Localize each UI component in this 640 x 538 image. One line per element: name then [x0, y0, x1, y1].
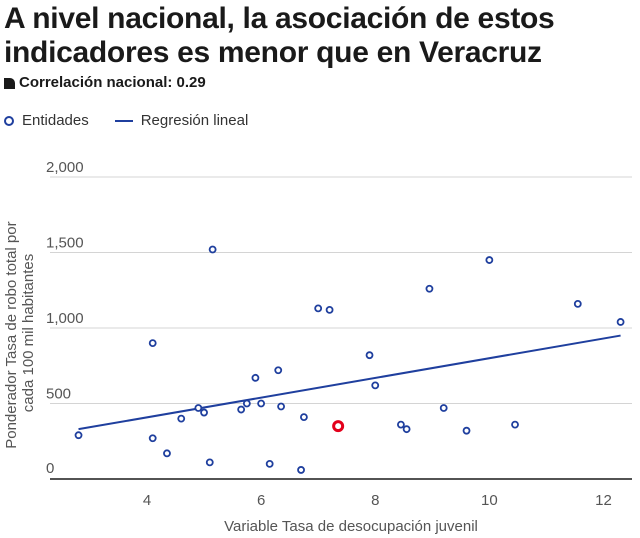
data-point [265, 459, 274, 468]
data-point [163, 449, 171, 458]
highlight-point-veracruz [332, 420, 345, 433]
data-point [148, 434, 157, 443]
grid-lines [50, 176, 632, 404]
x-axis-title: Variable Tasa de desocupación juvenil [224, 518, 478, 535]
data-point [300, 413, 308, 421]
data-point [200, 408, 208, 417]
subtitle-marker-icon [4, 77, 15, 89]
data-point [439, 404, 448, 412]
data-point [177, 414, 186, 423]
data-point [74, 431, 83, 440]
y-tick-label: 0 [46, 460, 54, 477]
data-point [208, 245, 217, 254]
data-point [297, 466, 305, 474]
legend-line-label: Regresión lineal [140, 112, 249, 129]
y-tick-labels: 0 500 1,000 1,500 2,000 [46, 159, 84, 477]
data-point [237, 405, 246, 414]
data-point [274, 366, 283, 375]
data-point [371, 381, 380, 390]
legend-item-points: Entidades [4, 112, 89, 129]
data-point [616, 318, 625, 326]
x-tick-labels: 4 6 8 10 12 [143, 492, 612, 509]
x-tick-label: 10 [481, 492, 498, 509]
x-tick-label: 12 [595, 492, 612, 509]
subtitle-text: Correlación nacional: 0.29 [19, 74, 206, 91]
data-point [402, 425, 411, 434]
data-point [485, 256, 494, 264]
data-point [462, 426, 471, 435]
regression-line [78, 334, 621, 431]
y-tick-label: 2,000 [46, 159, 84, 176]
data-point [397, 420, 405, 429]
x-tick-label: 4 [143, 492, 151, 509]
data-point [325, 305, 334, 314]
circle-marker-icon [4, 115, 14, 126]
data-point [194, 404, 203, 412]
chart-subtitle: Correlación nacional: 0.29 [4, 74, 206, 92]
x-tick-label: 6 [257, 492, 265, 509]
y-tick-label: 1,500 [46, 235, 84, 252]
y-tick-label: 500 [46, 386, 71, 403]
data-point [148, 339, 157, 348]
data-point [573, 299, 582, 308]
legend: Entidades Regresión lineal [4, 112, 274, 129]
legend-points-label: Entidades [22, 112, 89, 129]
y-axis-title-line-1: Ponderador Tasa de robo total por [3, 221, 20, 448]
data-point [277, 402, 285, 411]
data-point [314, 304, 323, 313]
data-point [365, 351, 374, 360]
data-point [251, 373, 260, 382]
data-points [74, 245, 625, 474]
chart-title: A nivel nacional, la asociación de estos… [4, 2, 555, 69]
data-point [511, 420, 519, 429]
data-point [242, 399, 251, 408]
data-point [205, 458, 214, 467]
data-point [257, 399, 266, 408]
x-tick-label: 8 [371, 492, 379, 509]
line-marker-icon [114, 119, 133, 122]
y-tick-label: 1,000 [46, 310, 84, 327]
data-point [425, 284, 434, 293]
y-axis-title: Ponderador Tasa de robo total por cada 1… [3, 217, 37, 449]
y-axis-title-line-2: cada 100 mil habitantes [20, 254, 37, 412]
legend-item-line: Regresión lineal [114, 112, 249, 129]
